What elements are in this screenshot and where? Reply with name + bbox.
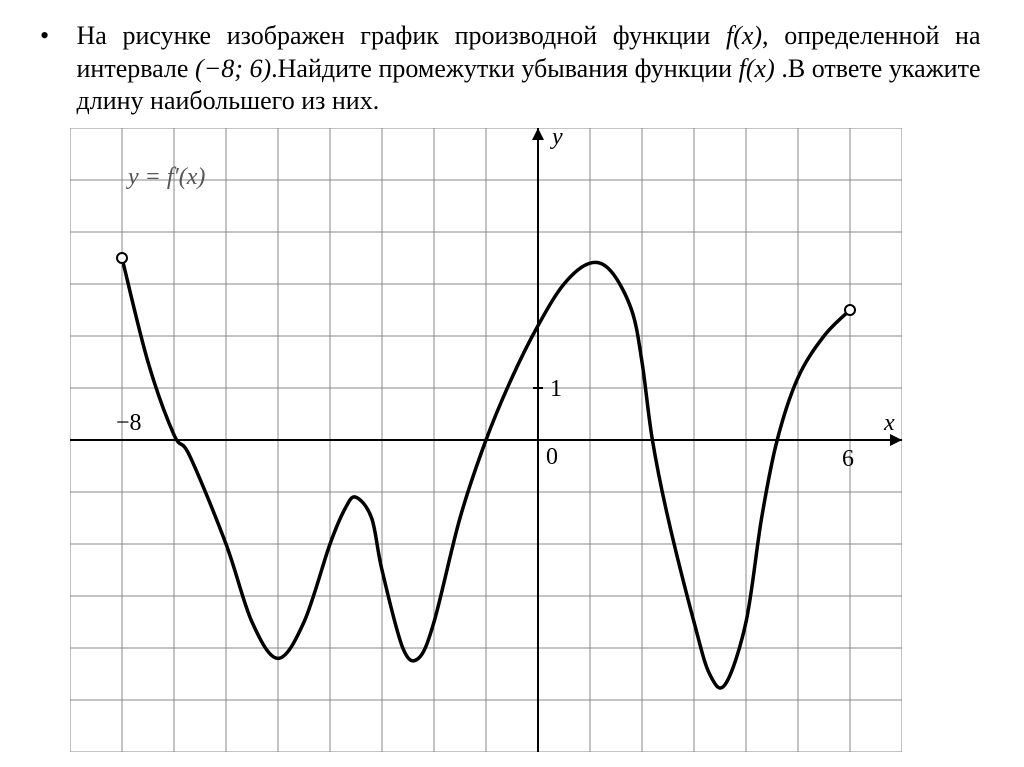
open-endpoint-1	[845, 305, 855, 315]
chart-svg: y x 0 1 −8 6 y = f′(x)	[70, 128, 902, 752]
y-axis-label: y	[550, 128, 563, 150]
derivative-chart: y x 0 1 −8 6 y = f′(x)	[70, 128, 970, 688]
problem-statement: • На рисунке изображен график производно…	[40, 20, 984, 118]
formula-fx-1: f(x)	[726, 21, 762, 50]
y-tick-1: 1	[550, 376, 562, 402]
origin-label: 0	[546, 444, 558, 470]
curve-label: y = f′(x)	[126, 164, 205, 190]
x-tick-neg8: −8	[116, 410, 142, 436]
formula-fx-2: f(x)	[739, 54, 775, 83]
text-part-1: На рисунке изображен график производной …	[77, 21, 711, 50]
bullet: •	[40, 20, 70, 53]
interval: (−8; 6)	[195, 54, 271, 83]
x-axis-label: x	[883, 410, 895, 436]
text-part-2b: .Найдите промежутки убывания функции	[271, 54, 739, 83]
x-tick-6: 6	[842, 446, 854, 472]
open-endpoint-0	[117, 253, 127, 263]
